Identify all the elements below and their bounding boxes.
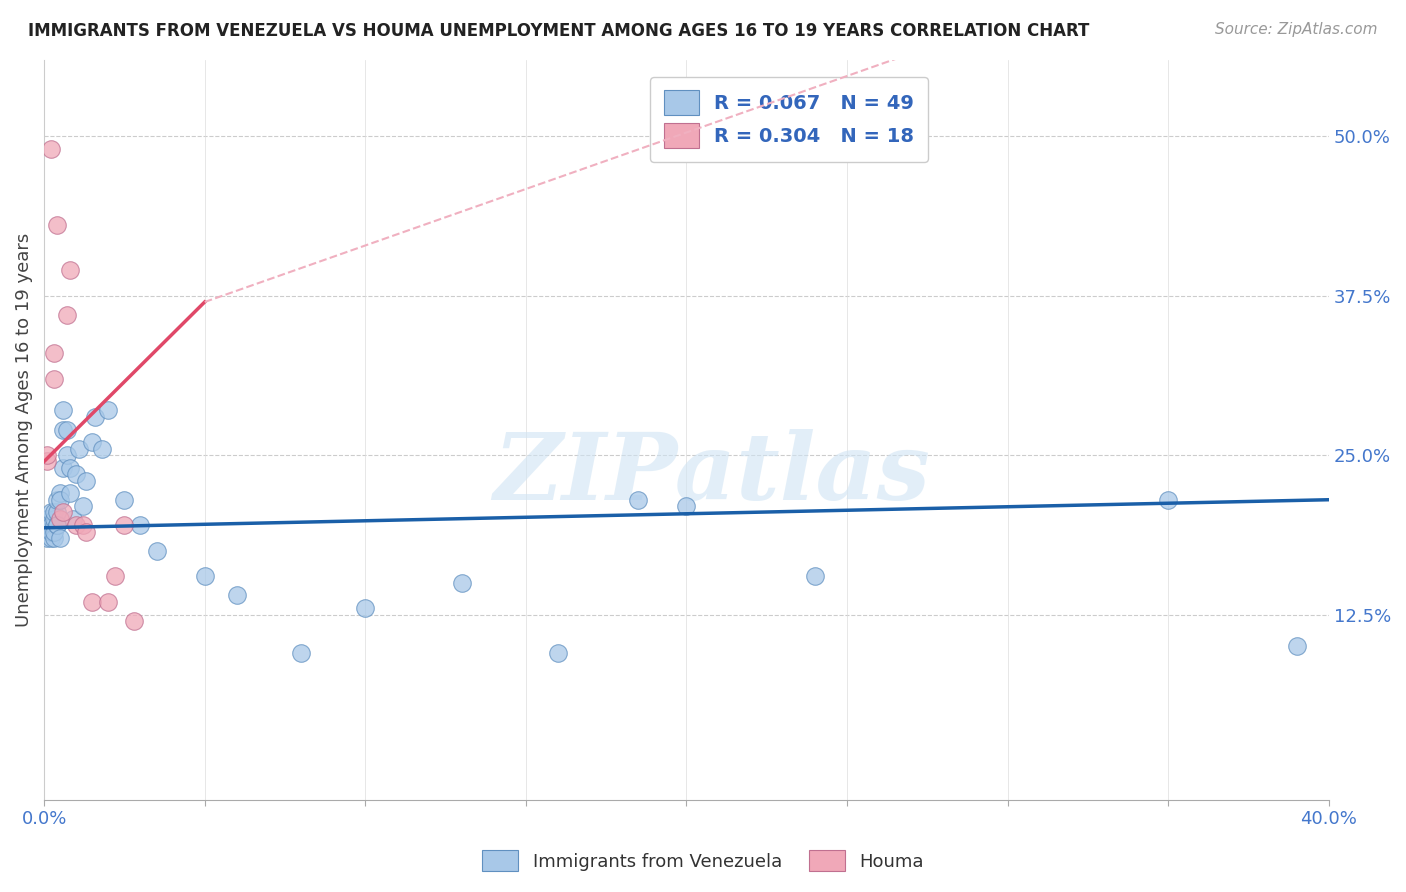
Point [145,543,167,558]
Point [46,506,69,520]
Text: ZIPatlas: ZIPatlas [494,429,931,519]
Point [82,595,104,609]
Point [112,492,135,507]
Point [59,460,82,475]
Point [49,531,72,545]
Point [75,474,97,488]
Point [72,518,94,533]
Point [122,614,145,628]
Point [52,506,75,520]
Point [42,524,65,539]
Point [547,646,569,660]
Point [46,518,69,533]
Point [112,518,135,533]
Point [104,569,127,583]
Point [225,588,247,602]
Point [49,492,72,507]
Point [37,454,59,468]
Point [194,569,217,583]
Legend: Immigrants from Venezuela, Houma: Immigrants from Venezuela, Houma [475,843,931,879]
Point [627,492,650,507]
Text: Source: ZipAtlas.com: Source: ZipAtlas.com [1215,22,1378,37]
Point [39,506,62,520]
Point [65,467,87,482]
Point [82,435,104,450]
Point [450,575,472,590]
Legend: R = 0.067   N = 49, R = 0.304   N = 18: R = 0.067 N = 49, R = 0.304 N = 18 [651,77,928,161]
Point [37,531,59,545]
Point [1157,492,1180,507]
Point [55,423,77,437]
Point [72,499,94,513]
Point [46,518,69,533]
Point [46,219,69,233]
Point [37,518,59,533]
Point [55,308,77,322]
Point [49,512,72,526]
Point [37,448,59,462]
Point [804,569,827,583]
Point [75,524,97,539]
Point [69,442,91,456]
Point [42,506,65,520]
Point [290,646,312,660]
Point [97,595,120,609]
Point [52,403,75,417]
Point [97,403,120,417]
Point [84,409,107,424]
Point [675,499,697,513]
Point [46,492,69,507]
Point [1285,640,1308,654]
Y-axis label: Unemployment Among Ages 16 to 19 years: Unemployment Among Ages 16 to 19 years [15,233,32,627]
Point [42,371,65,385]
Point [39,524,62,539]
Point [37,512,59,526]
Point [59,263,82,277]
Point [39,531,62,545]
Point [42,518,65,533]
Point [354,601,377,615]
Point [52,423,75,437]
Point [90,442,112,456]
Point [42,512,65,526]
Point [42,531,65,545]
Point [39,518,62,533]
Text: IMMIGRANTS FROM VENEZUELA VS HOUMA UNEMPLOYMENT AMONG AGES 16 TO 19 YEARS CORREL: IMMIGRANTS FROM VENEZUELA VS HOUMA UNEMP… [28,22,1090,40]
Point [52,460,75,475]
Point [129,518,152,533]
Point [62,512,84,526]
Point [42,346,65,360]
Point [55,448,77,462]
Point [65,518,87,533]
Point [59,486,82,500]
Point [49,486,72,500]
Point [39,142,62,156]
